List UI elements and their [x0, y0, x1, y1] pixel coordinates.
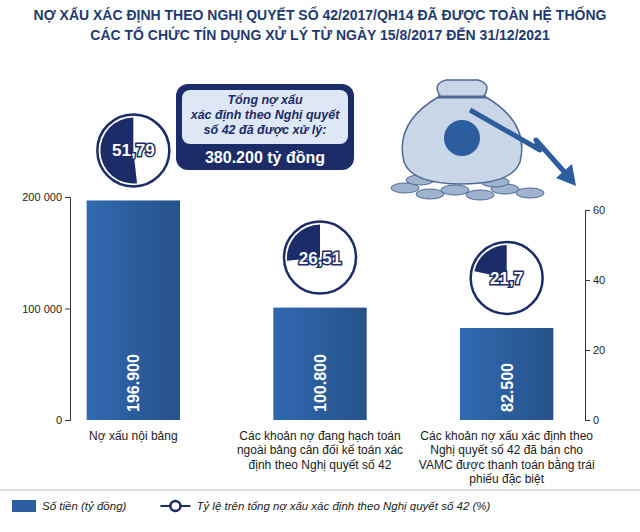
y-axis-tick-label: 0 [56, 414, 62, 426]
coin [466, 190, 494, 200]
arrow [470, 110, 568, 176]
annotation-box [176, 84, 354, 170]
y2-axis-tick-label: 20 [593, 344, 605, 356]
bar [460, 328, 553, 420]
annotation: Tổng nợ xấuxác định theo Nghị quyếtsố 42… [176, 84, 354, 170]
category-label-line: Các khoản nợ xấu xác định theo [420, 429, 593, 443]
y2-axis-tick-label: 0 [593, 414, 599, 426]
y-axis-tick-mark [65, 309, 70, 310]
y-axis-tick: 0 [56, 414, 70, 426]
legend: Số tiền (tỷ đồng) Tỷ lệ trên tổng nợ xấu … [12, 500, 491, 512]
decoration [391, 80, 576, 200]
bar-label: 100.800 [312, 354, 329, 412]
y-axis-tick-label: 200 000 [22, 191, 62, 203]
legend-item: Tỷ lệ trên tổng nợ xấu xác định theo Ngh… [160, 500, 490, 512]
labels: 196.900 100.800 82.500 [125, 354, 515, 412]
category-label-line: Các khoản nợ đang hạch toán [239, 429, 400, 443]
y-axis: 0 100 000 200 000 [22, 191, 70, 426]
annotation-inner [182, 90, 348, 144]
pie-marker: 51,79 [97, 114, 169, 186]
y-axis-tick: 200 000 [22, 191, 70, 203]
title: NỢ XẤU XÁC ĐỊNH THEO NGHỊ QUYẾT SỐ 42/20… [34, 6, 607, 23]
annotation-text: số 42 đã được xử lý: [204, 123, 327, 137]
pie-label: 26,51 [299, 249, 342, 268]
y2-axis-tick: 40 [585, 274, 605, 286]
coin [441, 185, 469, 195]
category-label-line: VAMC được thanh toán bằng trái [419, 457, 595, 472]
category-label-line: Nợ xấu nội bảng [89, 429, 178, 443]
y-axis-line [65, 198, 71, 421]
y2-axis-tick: 60 [585, 204, 605, 216]
category-label: Các khoản nợ đang hạch toánngoài bảng câ… [237, 429, 403, 472]
pie-outline [471, 242, 543, 314]
arrow-head [556, 164, 576, 186]
legend-separator [0, 490, 640, 491]
y2-axis-tick-mark [585, 350, 590, 351]
legend-label: Số tiền (tỷ đồng) [42, 500, 127, 512]
background [0, 0, 640, 532]
category-label-line: định theo Nghị quyết số 42 [249, 458, 392, 472]
pie-outline [284, 222, 356, 294]
y-axis-tick-mark [65, 420, 70, 421]
category-label-line: ngoài bảng cân đối kế toán xác [237, 443, 403, 457]
pie-label: 21,7 [490, 269, 523, 288]
annotation-text: xác định theo Nghị quyết [190, 108, 340, 122]
bar-label: 196.900 [125, 354, 142, 412]
y2-axis-tick: 20 [585, 344, 605, 356]
legend-item: Số tiền (tỷ đồng) [12, 500, 127, 512]
y2-axis-tick: 0 [585, 414, 599, 426]
category-label-line: phiếu đặc biệt [469, 472, 544, 486]
pie-marker: 26,51 [284, 222, 356, 294]
title: CÁC TỔ CHỨC TÍN DỤNG XỬ LÝ TỪ NGÀY 15/8/… [90, 26, 550, 43]
chart: NỢ XẤU XÁC ĐỊNH THEO NGHỊ QUYẾT SỐ 42/20… [0, 0, 640, 532]
category-label: Các khoản nợ xấu xác định theoNghị quyết… [419, 429, 595, 486]
plot-area [87, 200, 554, 420]
money-bag-emblem [444, 120, 480, 156]
legend-swatch-marker [170, 501, 180, 511]
bar-label: 82.500 [499, 363, 516, 412]
bar [87, 200, 180, 420]
y2-axis-tick-label: 60 [593, 204, 605, 216]
y2-axis: 0 20 40 60 [585, 204, 605, 426]
legend-swatch [12, 500, 36, 512]
y2-axis-line [586, 211, 591, 421]
y2-axis-tick-mark [585, 280, 590, 281]
y-axis-tick-mark [65, 197, 70, 198]
y-axis-tick-label: 100 000 [22, 303, 62, 315]
annotation-text: 380.200 tỷ đồng [205, 149, 325, 166]
pie-label: 51,79 [112, 141, 155, 160]
category-label-line: Nghị quyết số 42 đã bán cho [430, 443, 583, 457]
y-axis-tick: 100 000 [22, 303, 70, 315]
category-label: Nợ xấu nội bảng [89, 429, 178, 443]
coin [516, 188, 544, 198]
legend-label: Tỷ lệ trên tổng nợ xấu xác định theo Ngh… [196, 500, 490, 512]
y2-axis-tick-label: 40 [593, 274, 605, 286]
bar [273, 308, 366, 420]
money-bag-tie [438, 96, 486, 99]
pie-marker: 21,7 [471, 242, 543, 314]
pie-outline [97, 114, 169, 186]
annotation-text: Tổng nợ xấu [227, 93, 302, 107]
coin [416, 189, 444, 199]
y2-axis-tick-mark [585, 420, 590, 421]
y2-axis-tick-mark [585, 210, 590, 211]
